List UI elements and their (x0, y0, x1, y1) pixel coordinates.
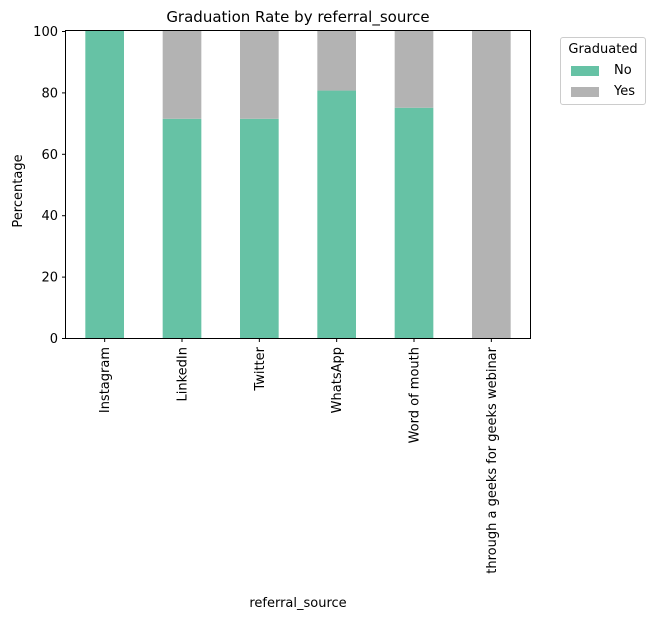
legend-title: Graduated (568, 42, 638, 57)
y-axis: 0 20 40 60 80 100 (33, 25, 66, 347)
bar-no-3 (317, 90, 356, 338)
bar-no-4 (394, 107, 434, 338)
x-tick-label-4: Word of mouth (408, 347, 423, 443)
plot-frame (65, 30, 531, 339)
legend-swatch-yes (571, 87, 599, 97)
legend-label-no: No (614, 63, 632, 78)
bar-no-0 (85, 31, 124, 338)
legend: Graduated No Yes (560, 37, 646, 105)
bar-yes-1 (162, 31, 202, 119)
y-tick-label-80: 80 (41, 86, 58, 101)
bar-no-1 (162, 118, 202, 338)
bar-yes-2 (240, 31, 279, 119)
x-tick-label-1: LinkedIn (176, 347, 191, 401)
bars-layer (85, 31, 511, 338)
x-tick-label-5: through a geeks for geeks webinar (485, 346, 500, 573)
y-axis-label: Percentage (11, 154, 26, 227)
y-tick-label-100: 100 (33, 25, 58, 40)
y-tick-label-20: 20 (41, 271, 58, 286)
chart-title: Graduation Rate by referral_source (166, 8, 429, 27)
bar-yes-3 (317, 31, 356, 91)
legend-swatch-no (571, 66, 599, 76)
x-tick-label-3: WhatsApp (330, 347, 345, 413)
y-tick-label-40: 40 (41, 209, 58, 224)
legend-label-yes: Yes (614, 84, 635, 99)
y-tick-label-0: 0 (50, 332, 58, 347)
bar-yes-4 (394, 31, 434, 108)
x-axis-label: referral_source (249, 596, 346, 611)
y-tick-label-60: 60 (41, 148, 58, 163)
bar-yes-5 (472, 31, 511, 338)
x-tick-label-2: Twitter (253, 346, 268, 391)
bar-no-2 (240, 118, 279, 338)
x-axis: Instagram LinkedIn Twitter WhatsApp Word of … (98, 338, 500, 574)
x-tick-label-0: Instagram (98, 347, 113, 413)
